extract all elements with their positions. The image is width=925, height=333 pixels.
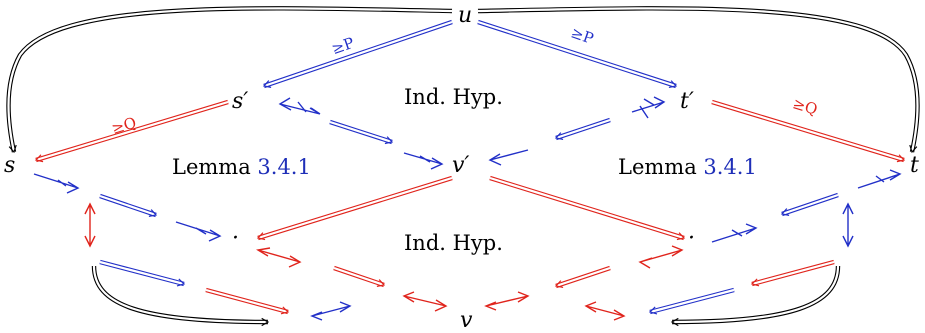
region-label-left-ref[interactable]: 3.4.1: [257, 155, 310, 179]
node-s-prime: s′: [232, 89, 248, 114]
node-t-prime: t′: [680, 89, 694, 114]
twohead-v-right-blue: [584, 301, 626, 321]
edge-label-u-t-prime: ≥P: [569, 23, 596, 47]
twohead-v-prime-right: [488, 149, 529, 166]
node-dot-left: ·: [232, 226, 239, 251]
twohead-t-prime-v-prime: [631, 96, 666, 113]
region-label-right-text: Lemma: [618, 155, 703, 179]
region-label-right-ref[interactable]: 3.4.1: [703, 155, 756, 179]
node-t: t: [910, 153, 919, 178]
region-label-left: Lemma 3.4.1: [172, 155, 311, 179]
twohead-dot-left-in: [175, 221, 222, 242]
twohead-arrows: [33, 96, 902, 321]
region-label-right: Lemma 3.4.1: [618, 155, 757, 179]
node-dot-right: ·: [688, 226, 695, 251]
twohead-s-prime-v-prime: [278, 97, 321, 115]
twohead-v-prime-left: [403, 152, 444, 170]
region-label-top: Ind. Hyp.: [404, 85, 503, 109]
arrow-u-to-t-loop: [477, 6, 920, 153]
twohead-v-right-red: [484, 291, 530, 311]
arrow-s-to-v-loop: [91, 265, 269, 325]
twohead-t-down: [842, 202, 854, 248]
twohead-dot-right-in: [711, 223, 758, 243]
node-v-prime: v′: [452, 153, 469, 178]
region-label-bottom: Ind. Hyp.: [404, 231, 503, 255]
arrow-u-to-s-loop: [6, 6, 453, 153]
edge-label-s-prime-s: ≥Q: [109, 114, 138, 138]
node-v: v: [460, 308, 473, 333]
node-s: s: [4, 153, 15, 178]
edge-label-t-prime-t: ≥Q: [791, 94, 820, 118]
twohead-t-left: [857, 169, 902, 189]
twohead-v-left-blue: [310, 301, 352, 321]
node-u: u: [458, 3, 472, 28]
twohead-v-left-red: [402, 291, 448, 312]
twohead-dot-right-down: [638, 245, 684, 269]
twohead-s-down: [84, 202, 96, 248]
arrows: [6, 6, 920, 327]
twohead-dot-left-down: [256, 247, 302, 268]
arrow-t-to-v-loop: [671, 265, 841, 325]
region-label-left-text: Lemma: [172, 155, 257, 179]
twohead-s-right: [33, 173, 80, 194]
